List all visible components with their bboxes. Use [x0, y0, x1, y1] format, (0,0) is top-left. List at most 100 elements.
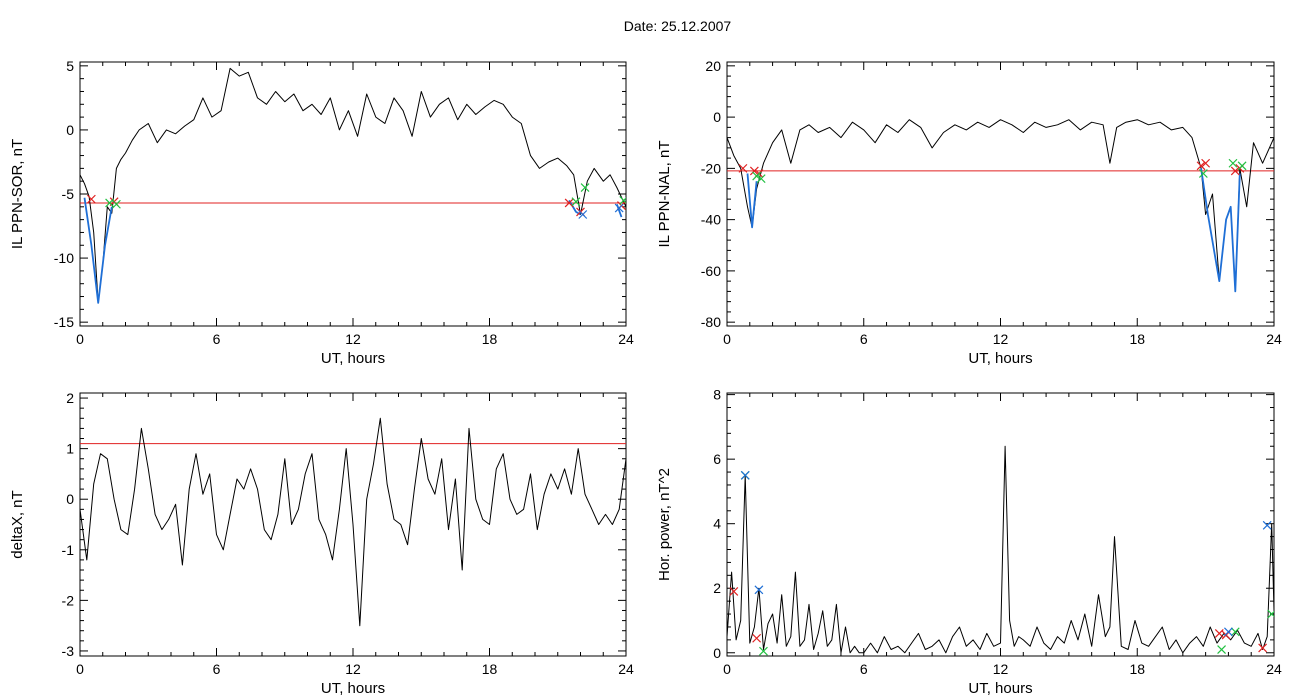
x-marker	[86, 194, 96, 204]
x-marker	[1201, 158, 1211, 168]
x-marker	[1196, 161, 1206, 171]
x-tick-label: 24	[618, 331, 634, 347]
y-tick-label: -60	[701, 263, 721, 279]
x-marker	[1230, 166, 1240, 176]
x-tick-label: 6	[213, 661, 221, 677]
y-tick-label: -5	[62, 186, 75, 202]
x-marker	[580, 183, 590, 193]
y-tick-label: -2	[62, 592, 75, 608]
highlight-segment	[746, 173, 758, 229]
x-marker	[1223, 627, 1233, 637]
x-marker	[752, 633, 762, 643]
plot-data	[80, 417, 626, 627]
x-axis-label: UT, hours	[321, 350, 385, 367]
x-marker	[749, 166, 759, 176]
y-tick-label: -10	[54, 250, 74, 266]
x-tick-label: 18	[1129, 331, 1145, 347]
x-marker	[759, 646, 768, 656]
x-tick-label: 0	[723, 331, 731, 347]
x-tick-label: 18	[482, 661, 498, 677]
y-tick-label: -15	[54, 314, 74, 330]
y-tick-label: 20	[705, 58, 721, 74]
page-title: Date: 25.12.2007	[623, 18, 732, 34]
x-tick-label: 12	[345, 331, 361, 347]
x-tick-label: 12	[345, 661, 361, 677]
y-tick-label: 2	[66, 390, 74, 406]
y-tick-label: -1	[62, 542, 75, 558]
x-marker	[619, 195, 626, 205]
x-marker	[105, 198, 114, 208]
x-tick-label: 6	[213, 331, 221, 347]
y-tick-label: 2	[713, 580, 721, 596]
x-tick-label: 18	[1129, 661, 1145, 677]
x-tick-label: 12	[993, 331, 1009, 347]
x-tick-label: 12	[993, 661, 1009, 677]
x-tick-label: 0	[723, 661, 731, 677]
x-marker	[571, 197, 581, 207]
x-tick-label: 18	[482, 331, 498, 347]
plot-frame	[79, 61, 627, 327]
y-tick-label: 1	[66, 441, 74, 457]
x-tick-label: 6	[860, 331, 868, 347]
x-marker	[738, 163, 748, 173]
x-tick-label: 6	[860, 661, 868, 677]
y-tick-label: 6	[713, 451, 721, 467]
data-series-line	[727, 119, 1274, 292]
x-tick-label: 0	[76, 331, 84, 347]
y-tick-label: 0	[66, 122, 74, 138]
x-marker	[1262, 520, 1272, 530]
x-tick-label: 24	[1266, 661, 1282, 677]
x-axis-label: UT, hours	[968, 350, 1032, 367]
data-series-line	[80, 417, 626, 627]
y-tick-label: 0	[713, 645, 721, 661]
y-tick-label: 0	[66, 491, 74, 507]
plot-data	[727, 445, 1274, 656]
plot-data	[727, 119, 1274, 293]
y-tick-label: 5	[66, 58, 74, 74]
x-marker	[1217, 645, 1227, 654]
chart-panel-1: 0 6 12 18 24 -15 -10 -5 0 5 UT, hours IL PPN-SOR, n…	[9, 58, 634, 367]
x-marker	[754, 585, 764, 595]
x-axis-label: UT, hours	[968, 680, 1032, 697]
y-tick-label: -80	[701, 314, 721, 330]
data-series-line	[80, 67, 626, 304]
x-marker	[756, 174, 766, 184]
y-tick-label: -40	[701, 212, 721, 228]
y-tick-label: -3	[62, 643, 75, 659]
x-marker	[1214, 628, 1224, 638]
x-marker	[111, 199, 121, 209]
x-marker	[578, 210, 588, 219]
plot-data	[80, 67, 626, 304]
x-marker	[752, 171, 762, 181]
highlight-segment	[1200, 168, 1241, 293]
x-marker	[1258, 643, 1268, 653]
x-marker	[1237, 161, 1247, 171]
x-tick-label: 24	[618, 661, 634, 677]
y-tick-label: 8	[713, 387, 721, 403]
y-tick-label: 4	[713, 516, 721, 532]
plot-frame	[726, 61, 1275, 327]
x-tick-label: 0	[76, 661, 84, 677]
chart-panel-2: 0 6 12 18 24 -80 -60 -40 -20 0 20 UT, hours IL PPN-N…	[656, 58, 1282, 367]
highlight-segment	[83, 197, 113, 304]
data-series-line	[727, 445, 1274, 654]
y-tick-label: 0	[713, 109, 721, 125]
y-axis-label: IL PPN-NAL, nT	[656, 141, 673, 248]
y-axis-label: deltaX, nT	[9, 490, 26, 558]
plot-frame	[726, 392, 1275, 657]
x-marker	[1230, 627, 1240, 637]
x-tick-label: 24	[1266, 331, 1282, 347]
x-marker	[729, 587, 739, 596]
y-axis-label: IL PPN-SOR, nT	[9, 139, 26, 249]
x-marker	[564, 198, 574, 208]
x-marker	[740, 470, 750, 480]
x-marker	[614, 203, 624, 213]
x-marker	[1267, 609, 1274, 619]
x-marker	[1198, 169, 1208, 178]
y-axis-label: Hor. power, nT^2	[656, 468, 673, 581]
x-axis-label: UT, hours	[321, 680, 385, 697]
x-marker	[1228, 158, 1238, 168]
